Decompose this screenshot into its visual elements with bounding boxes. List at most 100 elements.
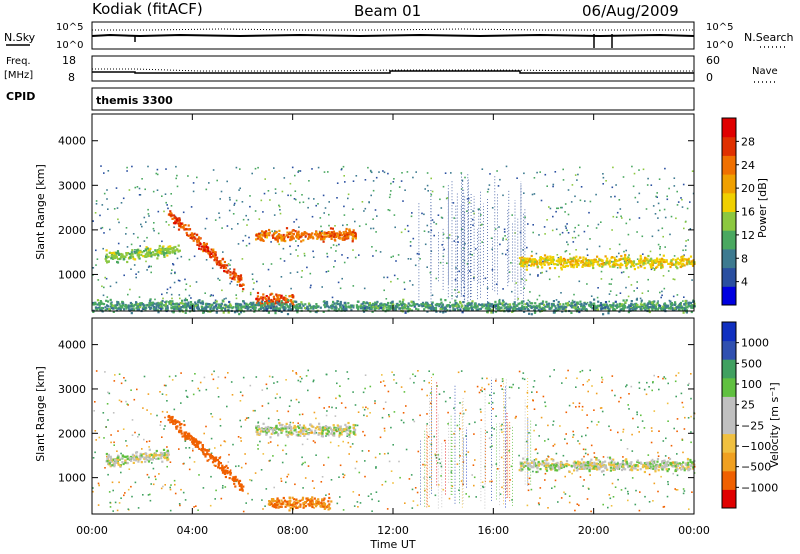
echo-feature-point bbox=[198, 247, 201, 250]
echo-point bbox=[176, 257, 179, 260]
echo-point bbox=[557, 257, 560, 259]
echo-point bbox=[664, 455, 667, 457]
echo-point bbox=[473, 476, 476, 479]
echo-feature-point bbox=[295, 303, 298, 306]
echo-point bbox=[489, 394, 491, 396]
echo-feature-point bbox=[542, 257, 545, 260]
echo-point bbox=[468, 201, 471, 204]
echo-feature-point bbox=[187, 224, 190, 227]
echo-point bbox=[318, 230, 321, 233]
echo-feature-point bbox=[255, 297, 258, 300]
echo-feature-point bbox=[271, 301, 274, 304]
echo-point bbox=[556, 207, 558, 210]
echo-point bbox=[281, 461, 284, 464]
echo-feature-point bbox=[233, 311, 237, 314]
echo-feature-point bbox=[680, 256, 683, 260]
echo-point bbox=[287, 410, 290, 413]
echo-point bbox=[400, 386, 403, 388]
echo-point bbox=[644, 495, 646, 498]
echo-point bbox=[433, 435, 435, 438]
echo-point bbox=[218, 216, 221, 219]
echo-point bbox=[299, 201, 301, 204]
echo-point bbox=[494, 228, 497, 230]
echo-point bbox=[372, 227, 375, 230]
echo-feature-point bbox=[542, 262, 545, 265]
echo-feature-point bbox=[684, 301, 687, 304]
echo-point bbox=[279, 257, 282, 260]
echo-feature-point bbox=[146, 251, 149, 254]
echo-feature-point bbox=[181, 299, 184, 302]
echo-feature-point bbox=[581, 261, 585, 264]
echo-point bbox=[547, 507, 549, 509]
echo-point bbox=[527, 299, 530, 302]
echo-feature-point bbox=[256, 291, 260, 295]
echo-feature-point bbox=[309, 235, 312, 238]
echo-point bbox=[400, 231, 403, 234]
echo-feature-point bbox=[552, 303, 555, 306]
echo-feature-point bbox=[585, 259, 588, 262]
echo-point bbox=[173, 479, 176, 482]
echo-feature-point bbox=[344, 230, 347, 233]
echo-feature-point bbox=[301, 232, 304, 235]
echo-point bbox=[570, 201, 573, 203]
echo-point bbox=[658, 430, 660, 432]
echo-feature-point bbox=[312, 307, 315, 310]
echo-point bbox=[363, 210, 365, 212]
echo-feature-point bbox=[256, 234, 259, 237]
echo-point bbox=[636, 281, 638, 283]
echo-point bbox=[631, 450, 634, 452]
echo-feature-point bbox=[240, 305, 243, 308]
echo-point bbox=[248, 236, 250, 239]
echo-feature-point bbox=[663, 260, 666, 264]
echo-feature-point bbox=[649, 264, 653, 267]
echo-feature-point bbox=[324, 306, 327, 309]
echo-point bbox=[265, 488, 268, 490]
echo-point bbox=[269, 441, 272, 443]
echo-feature-point bbox=[296, 311, 299, 314]
echo-feature-point bbox=[374, 301, 377, 304]
echo-point bbox=[662, 235, 664, 238]
echo-point bbox=[581, 435, 583, 438]
echo-point bbox=[641, 235, 644, 238]
echo-point bbox=[106, 198, 108, 200]
echo-point bbox=[147, 266, 150, 268]
echo-point bbox=[143, 375, 146, 378]
echo-feature-point bbox=[285, 301, 288, 304]
echo-feature-point bbox=[257, 308, 260, 311]
echo-feature-point bbox=[296, 233, 299, 236]
echo-point bbox=[262, 263, 264, 265]
echo-feature-point bbox=[215, 300, 218, 303]
echo-feature-point bbox=[690, 310, 693, 314]
echo-point bbox=[224, 440, 227, 443]
echo-feature-point bbox=[306, 305, 309, 308]
echo-point bbox=[495, 378, 497, 380]
echo-point bbox=[307, 197, 310, 200]
echo-point bbox=[178, 503, 181, 505]
echo-feature-point bbox=[634, 305, 637, 308]
echo-point bbox=[170, 484, 172, 486]
echo-feature-point bbox=[382, 307, 385, 310]
echo-feature-point bbox=[675, 265, 678, 268]
echo-point bbox=[114, 374, 116, 376]
echo-feature-point bbox=[233, 268, 236, 271]
echo-point bbox=[323, 212, 325, 214]
echo-point bbox=[489, 446, 492, 448]
echo-feature-point bbox=[584, 261, 587, 264]
echo-point bbox=[537, 275, 539, 277]
echo-point bbox=[464, 176, 466, 179]
echo-point bbox=[587, 390, 589, 393]
echo-point bbox=[300, 276, 303, 278]
echo-point bbox=[499, 178, 501, 181]
echo-feature-point bbox=[602, 313, 605, 316]
echo-feature-point bbox=[538, 304, 541, 307]
echo-feature-point bbox=[122, 302, 125, 305]
echo-feature-point bbox=[196, 303, 199, 306]
echo-feature-point bbox=[532, 305, 535, 308]
echo-point bbox=[152, 227, 155, 230]
echo-point bbox=[382, 170, 384, 172]
echo-point bbox=[575, 249, 577, 251]
echo-feature-point bbox=[685, 302, 688, 306]
echo-feature-point bbox=[225, 264, 228, 267]
echo-point bbox=[381, 416, 384, 419]
